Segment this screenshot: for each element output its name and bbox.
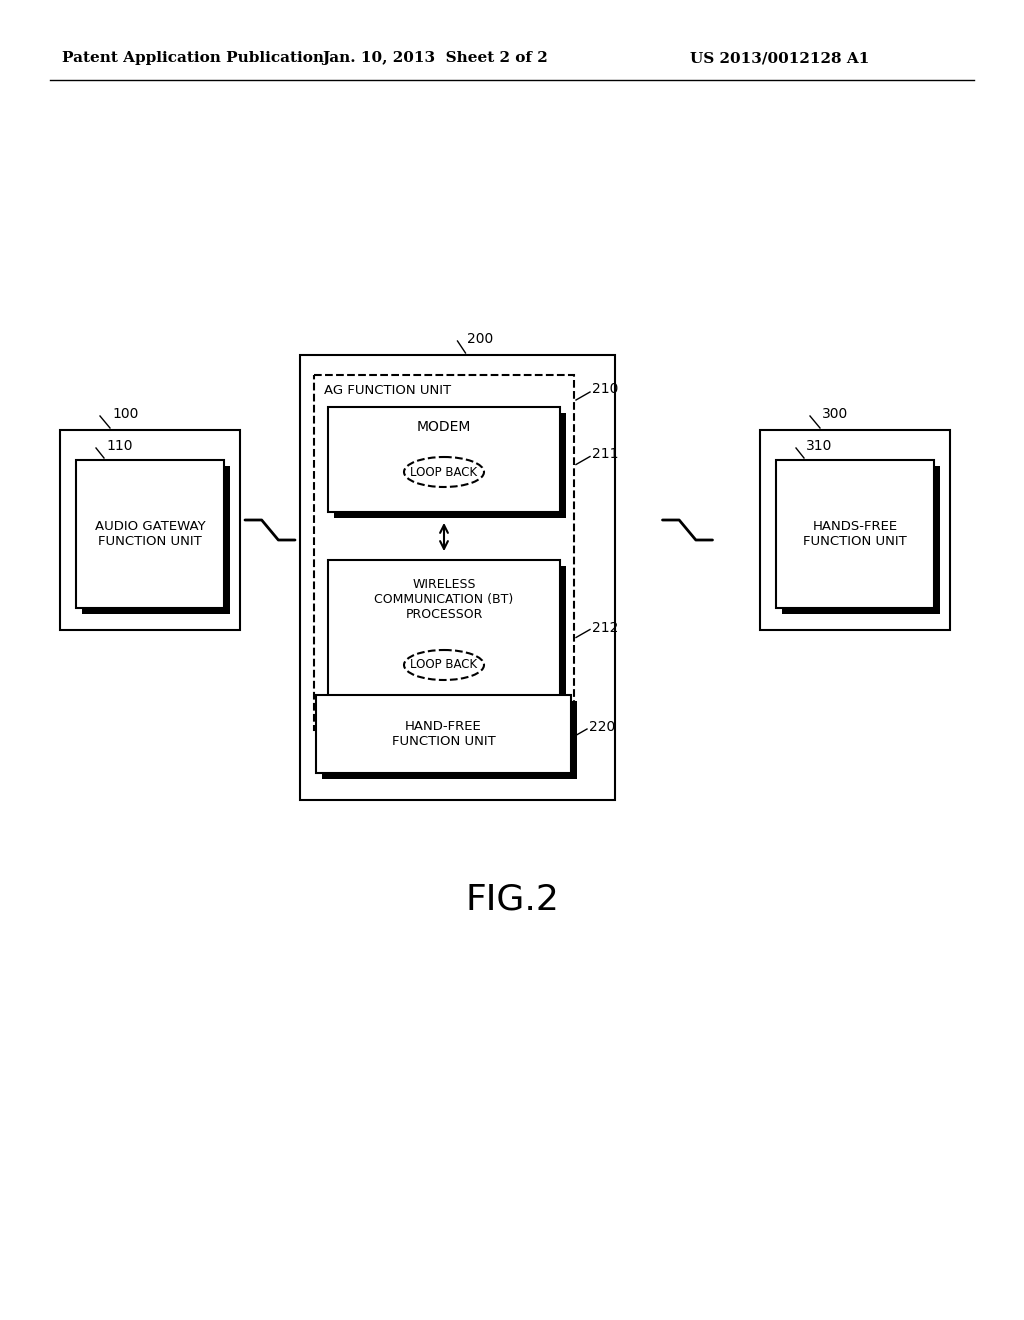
Bar [60, 430, 240, 630]
Bar [334, 413, 566, 517]
Text: HANDS-FREE
FUNCTION UNIT: HANDS-FREE FUNCTION UNIT [803, 520, 907, 548]
Text: 212: 212 [592, 620, 618, 635]
Bar [82, 466, 230, 614]
Bar [782, 466, 940, 614]
Text: 310: 310 [806, 440, 833, 453]
Text: 210: 210 [592, 381, 618, 396]
Bar [76, 459, 224, 609]
Bar [322, 701, 577, 779]
Bar [328, 407, 560, 512]
Text: 200: 200 [468, 333, 494, 346]
Text: US 2013/0012128 A1: US 2013/0012128 A1 [690, 51, 869, 65]
Text: AG FUNCTION UNIT: AG FUNCTION UNIT [324, 384, 452, 397]
Text: AUDIO GATEWAY
FUNCTION UNIT: AUDIO GATEWAY FUNCTION UNIT [94, 520, 206, 548]
Bar [300, 355, 615, 800]
Bar [776, 459, 934, 609]
Text: FIG.2: FIG.2 [465, 883, 559, 917]
Bar [316, 696, 571, 774]
Text: 110: 110 [106, 440, 132, 453]
Text: Patent Application Publication: Patent Application Publication [62, 51, 324, 65]
Text: HAND-FREE
FUNCTION UNIT: HAND-FREE FUNCTION UNIT [391, 719, 496, 748]
Bar [314, 375, 574, 730]
Text: Jan. 10, 2013  Sheet 2 of 2: Jan. 10, 2013 Sheet 2 of 2 [323, 51, 548, 65]
Bar [328, 560, 560, 705]
Bar [760, 430, 950, 630]
Text: 220: 220 [589, 719, 615, 734]
Text: 211: 211 [592, 447, 618, 462]
Text: WIRELESS
COMMUNICATION (BT)
PROCESSOR: WIRELESS COMMUNICATION (BT) PROCESSOR [375, 578, 514, 622]
Text: LOOP BACK: LOOP BACK [411, 466, 477, 479]
Text: 100: 100 [112, 407, 138, 421]
Text: 300: 300 [822, 407, 848, 421]
Ellipse shape [404, 457, 484, 487]
Ellipse shape [404, 649, 484, 680]
Text: MODEM: MODEM [417, 420, 471, 434]
Text: LOOP BACK: LOOP BACK [411, 659, 477, 672]
Bar [334, 566, 566, 711]
